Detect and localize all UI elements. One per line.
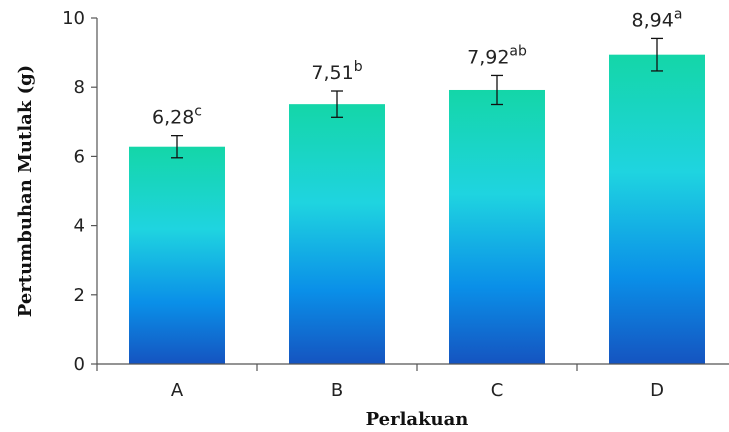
bar-b [289,104,385,365]
data-label-c: 7,92ab [467,43,527,68]
bar-d [609,54,705,365]
data-label-b: 7,51b [311,59,362,84]
y-tick-label: 0 [74,354,85,375]
data-label-a: 6,28c [152,104,202,129]
y-tick-label: 10 [62,8,85,29]
significance-letter: a [674,6,683,22]
y-axis-title: Pertumbuhan Mutlak (g) [15,65,36,317]
y-tick-label: 4 [74,216,85,237]
significance-letter: ab [509,43,527,59]
x-tick-label-c: C [491,380,504,401]
y-ticks-group: 0 2 4 6 8 10 [62,8,97,375]
y-tick-label: 2 [74,285,85,306]
significance-letter: c [194,104,202,120]
x-axis-title: Perlakuan [366,409,469,430]
bars-group [129,54,705,365]
data-labels-group: 6,28c 7,51b 7,92ab 8,94a [152,6,682,128]
x-ticks-group: A B C D [96,364,664,401]
bar-a [129,146,225,364]
error-bars-group [171,37,663,159]
y-tick-label: 6 [74,146,85,167]
significance-letter: b [354,59,363,75]
data-label-d: 8,94a [632,6,683,31]
x-tick-label-a: A [171,380,184,401]
bar-c [449,89,545,364]
y-tick-label: 8 [74,77,85,98]
x-tick-label-b: B [331,380,343,401]
x-tick-label-d: D [650,380,664,401]
